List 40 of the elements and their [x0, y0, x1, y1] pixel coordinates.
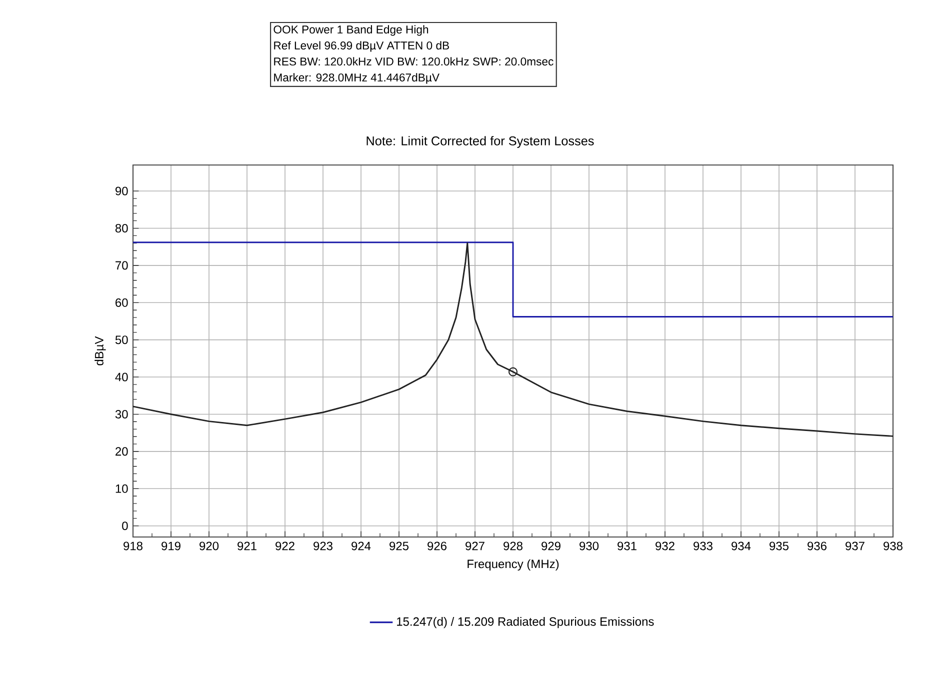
legend-label: 15.247(d) / 15.209 Radiated Spurious Emissions: [397, 617, 654, 628]
chart-title: OOK Power 1 Band Edge High: [274, 25, 428, 36]
x-tick-label: 931: [618, 542, 636, 550]
text: Ref Level 96.99 dBµV ATTEN 0 dB: [274, 41, 449, 52]
x-tick-label: 918: [124, 542, 142, 550]
x-tick-label: 927: [466, 542, 484, 550]
x-tick-label: 919: [162, 542, 180, 550]
x-tick-label: 938: [884, 542, 902, 550]
y-tick-label: 50: [115, 336, 128, 344]
x-tick-label: 920: [200, 542, 219, 550]
x-tick-label: 930: [580, 542, 599, 550]
x-tick-label: 936: [808, 542, 826, 550]
x-tick-label: 929: [542, 542, 560, 550]
text: Marker: 928.0MHz 41.4467dBµV: [274, 73, 440, 84]
y-tick-label: 40: [115, 372, 128, 382]
x-tick-label: 923: [314, 542, 332, 550]
x-axis-title: Frequency (MHz): [468, 559, 559, 571]
y-tick-label: 10: [116, 484, 128, 493]
x-tick-label: 934: [732, 542, 751, 550]
x-tick-label: 924: [352, 542, 371, 550]
x-tick-label: 933: [694, 542, 712, 550]
y-axis-title: dBµV: [94, 336, 106, 366]
y-tick-label: 20: [116, 447, 128, 456]
x-tick-label: 932: [656, 542, 674, 550]
y-tick-label: 70: [116, 261, 128, 270]
x-tick-label: 922: [276, 542, 294, 550]
y-tick-label: 30: [115, 410, 128, 418]
y-tick-label: 80: [115, 224, 128, 232]
x-tick-label: 926: [428, 542, 446, 550]
text: RES BW: 120.0kHz VID BW: 120.0kHz SWP: 20.0msec: [274, 57, 554, 66]
y-tick-label: 0: [122, 522, 128, 530]
x-tick-label: 928: [504, 542, 522, 550]
line-series: [133, 242, 894, 437]
x-tick-label: 935: [770, 542, 789, 550]
chart-subtitle: Note: Limit Corrected for System Losses: [366, 136, 594, 148]
y-tick-label: 90: [116, 186, 128, 196]
x-tick-label: 921: [238, 542, 256, 550]
y-tick-label: 60: [116, 298, 128, 307]
x-tick-label: 925: [390, 542, 409, 550]
x-tick-label: 937: [846, 542, 864, 550]
